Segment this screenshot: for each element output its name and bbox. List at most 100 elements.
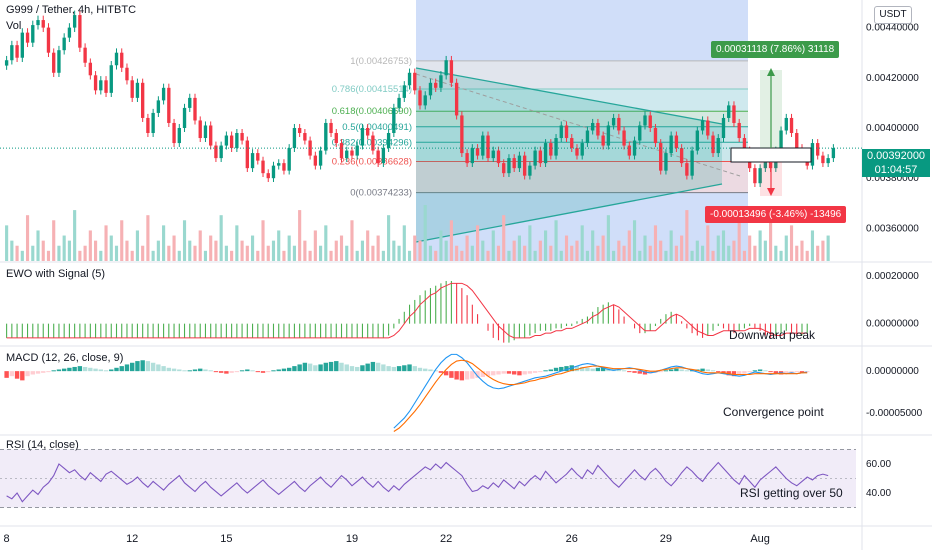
fib-level-label: 0.618(0.00406690) [332,106,412,117]
volume-bar [313,230,317,261]
volume-bar [669,230,673,261]
volume-bar [282,250,286,261]
candle-body [664,153,668,171]
macd-histogram-bar [140,360,145,372]
macd-histogram-bar [438,371,444,373]
candle-body [491,150,495,159]
time-axis-label: 19 [346,533,358,545]
macd-histogram-bar [114,367,119,372]
candle-body [611,117,616,126]
candle-body [407,72,412,86]
candle-body [554,138,558,156]
macd-histogram-bar [109,369,114,372]
volume-bar [695,240,699,261]
volume-bar [345,245,349,261]
volume-bar [298,210,302,261]
candle-body [737,122,741,139]
ewo-pane-title: EWO with Signal (5) [6,268,106,280]
macd-histogram-bar [402,365,407,372]
ewo-axis-label: 0.00020000 [866,271,919,282]
volume-bar [428,245,433,261]
macd-histogram-bar [51,370,56,372]
volume-bar [256,250,260,261]
macd-histogram-bar [423,368,428,372]
candle-body [742,138,747,151]
time-axis-label: 29 [660,533,672,545]
macd-histogram-bar [642,371,648,375]
candle-body [538,150,543,164]
candle-body [826,158,830,164]
macd-histogram-bar [177,369,182,372]
candle-body [104,80,108,93]
time-axis-label: 12 [126,533,138,545]
volume-bar [742,250,746,261]
candle-body [345,150,349,159]
fib-zone [416,126,748,143]
candle-body [653,127,658,144]
macd-histogram-bar [637,371,642,374]
macd-histogram-bar [454,371,459,380]
candle-body [454,82,459,116]
candle-body [816,143,820,156]
candle-body [643,115,647,126]
candle-body [46,27,51,53]
macd-histogram-bar [407,364,412,372]
macd-histogram-bar [119,366,124,372]
macd-histogram-bar [511,371,517,375]
last-price-tag: 0.00392000 01:04:57 [862,149,930,177]
volume-bar [444,240,448,261]
macd-histogram-bar [470,371,475,379]
volume-bar [737,220,741,261]
macd-histogram-bar [124,364,130,372]
macd-histogram-bar [705,369,710,372]
macd-histogram-bar [250,370,255,372]
macd-histogram-bar [784,371,789,374]
candle-body [151,112,155,134]
candle-body [549,143,553,156]
macd-histogram-bar [805,371,810,373]
candle-body [303,133,307,141]
candle-body [632,140,637,156]
volume-bar [455,245,459,261]
candle-body [821,155,825,164]
macd-histogram-bar [286,367,292,372]
candle-body [297,127,302,134]
candle-body [313,155,318,166]
macd-histogram-bar [318,364,323,372]
volume-bar [235,225,239,261]
volume-bar [141,245,145,261]
macd-histogram-bar [56,369,62,372]
macd-histogram-bar [674,368,679,372]
candle-body [627,145,631,156]
volume-bar [502,215,506,261]
currency-button[interactable]: USDT [874,6,912,24]
volume-bar [366,230,370,261]
macd-histogram-bar [553,367,559,372]
candle-body [224,135,229,146]
candle-body [20,32,24,58]
candle-body [392,107,396,134]
macd-histogram-bar [496,371,501,375]
candle-body [120,52,124,68]
volume-bar [193,245,197,261]
measure-up-arrowhead [767,68,775,76]
volume-bar [711,250,715,261]
macd-histogram-bar [30,371,35,375]
volume-bar [52,220,56,261]
candle-body [831,148,836,159]
macd-histogram-bar [747,371,752,373]
macd-histogram-bar [20,371,25,381]
macd-annotation: Convergence point [723,405,824,419]
macd-histogram-bar [4,371,9,378]
macd-histogram-bar [710,370,716,372]
macd-histogram-bar [580,366,585,372]
candle-body [324,122,328,151]
macd-histogram-bar [93,368,98,372]
volume-bar [648,245,652,261]
volume-bar [188,240,192,261]
macd-histogram-bar [564,366,569,372]
volume-bar [392,240,396,261]
volume-bar [758,230,762,261]
fib-zone [416,111,748,127]
macd-histogram-bar [77,366,83,372]
